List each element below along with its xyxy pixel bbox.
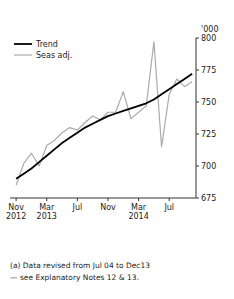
x-tick-label: Nov xyxy=(100,203,116,212)
y-tick-label: 700 xyxy=(201,162,216,171)
y-tick-label: 775 xyxy=(201,66,216,75)
y-tick-label: 725 xyxy=(201,130,216,139)
footnote: (a) Data revised from Jul 04 to Dec13 xyxy=(10,261,150,270)
y-axis-label: '000 xyxy=(201,25,218,34)
x-tick-label-line: Nov xyxy=(8,203,24,212)
x-tick xyxy=(77,198,78,201)
y-tick-label: 750 xyxy=(201,98,216,107)
legend-label: Seas adj. xyxy=(36,51,72,60)
x-tick-label-line: 2014 xyxy=(128,212,148,221)
x-axis-line xyxy=(10,198,196,199)
y-tick xyxy=(196,70,199,71)
y-tick xyxy=(196,166,199,167)
legend-swatch xyxy=(14,43,32,45)
x-tick-label: Mar2014 xyxy=(128,203,148,221)
chart-container: 675700725750775800'000Nov2012Mar2013JulN… xyxy=(0,0,234,299)
x-tick xyxy=(107,198,108,201)
legend-swatch xyxy=(14,54,32,55)
x-tick xyxy=(16,198,17,201)
plot-area xyxy=(16,42,192,185)
footnote: — see Explanatory Notes 12 & 13. xyxy=(10,273,139,282)
x-tick-label-line: Mar xyxy=(131,203,147,212)
x-tick-label-line: Jul xyxy=(72,203,83,212)
series-line xyxy=(16,74,192,179)
y-tick-label: 800 xyxy=(201,34,216,43)
x-tick-label: Jul xyxy=(163,203,174,212)
y-tick xyxy=(196,102,199,103)
x-tick-label-line: Mar xyxy=(39,203,55,212)
x-tick-label-line: 2012 xyxy=(6,212,26,221)
legend: Trend Seas adj. xyxy=(14,40,72,60)
x-tick xyxy=(169,198,170,201)
x-tick xyxy=(138,198,139,201)
series-line xyxy=(16,42,192,185)
y-tick-label: 675 xyxy=(201,194,216,203)
y-tick xyxy=(196,134,199,135)
x-tick xyxy=(46,198,47,201)
legend-label: Trend xyxy=(35,40,58,49)
chart-svg: 675700725750775800'000Nov2012Mar2013JulN… xyxy=(0,0,234,299)
y-tick xyxy=(196,198,199,199)
y-axis-line xyxy=(196,38,197,198)
x-tick-label-line: Nov xyxy=(100,203,116,212)
x-tick-label-line: Jul xyxy=(163,203,174,212)
y-tick xyxy=(196,38,199,39)
x-tick-label: Nov2012 xyxy=(6,203,26,221)
x-tick-label-line: 2013 xyxy=(37,212,57,221)
x-tick-label: Jul xyxy=(72,203,83,212)
x-tick-label: Mar2013 xyxy=(37,203,57,221)
